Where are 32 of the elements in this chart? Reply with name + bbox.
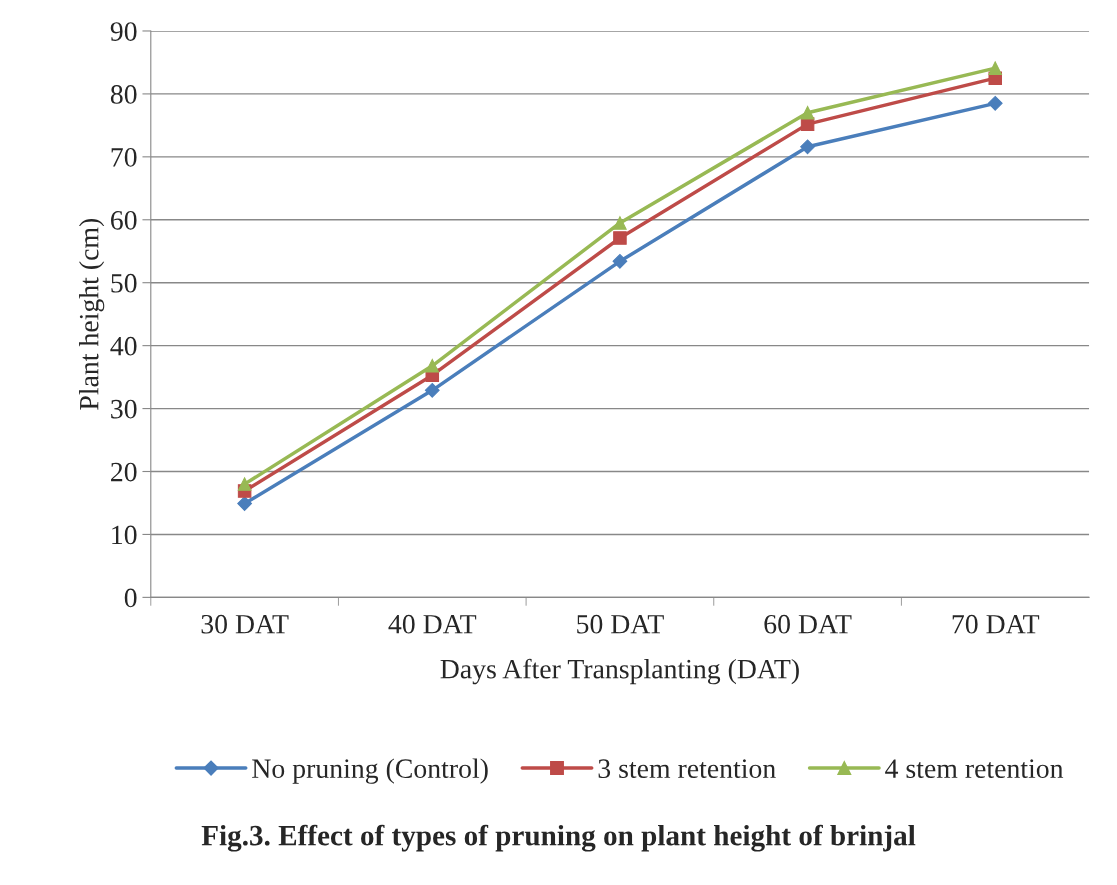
point xyxy=(237,477,252,491)
point xyxy=(988,61,1003,75)
y-axis-title: Plant height (cm) xyxy=(79,218,105,410)
x-axis-title: Days After Transplanting (DAT) xyxy=(440,658,799,685)
point xyxy=(424,382,440,398)
x-tick-label: 50 DAT xyxy=(577,614,664,634)
point xyxy=(800,106,815,120)
y-tick-label: 90 xyxy=(110,22,137,41)
point xyxy=(613,216,627,230)
y-tick-label: 0 xyxy=(124,588,137,608)
legend-label: No pruning (Control) xyxy=(252,758,488,784)
x-tick-label: 30 DAT xyxy=(201,614,289,634)
point xyxy=(612,253,628,269)
x-tick-label: 60 DAT xyxy=(764,614,852,634)
y-tick-label: 60 xyxy=(111,210,137,230)
point xyxy=(237,496,253,511)
text: Fig.3. Effect of types of pruning on plant height of brinjal xyxy=(201,824,916,852)
y-tick-label: 20 xyxy=(111,462,137,482)
point xyxy=(613,231,627,245)
x-tick-label: 40 DAT xyxy=(388,614,477,634)
y-tick-label: 50 xyxy=(111,273,137,293)
y-tick-label: 80 xyxy=(110,85,137,104)
y-tick-label: 30 xyxy=(111,399,137,419)
point xyxy=(800,139,815,155)
x-tick-label: 70 DAT xyxy=(952,614,1040,634)
legend-label: 4 stem retention xyxy=(885,759,1064,779)
legend-label: 3 stem retention xyxy=(598,759,776,779)
y-tick-label: 70 xyxy=(111,148,137,167)
y-tick-label: 10 xyxy=(112,525,137,545)
point xyxy=(425,359,440,373)
y-tick-label: 40 xyxy=(110,336,137,356)
point xyxy=(987,95,1003,111)
